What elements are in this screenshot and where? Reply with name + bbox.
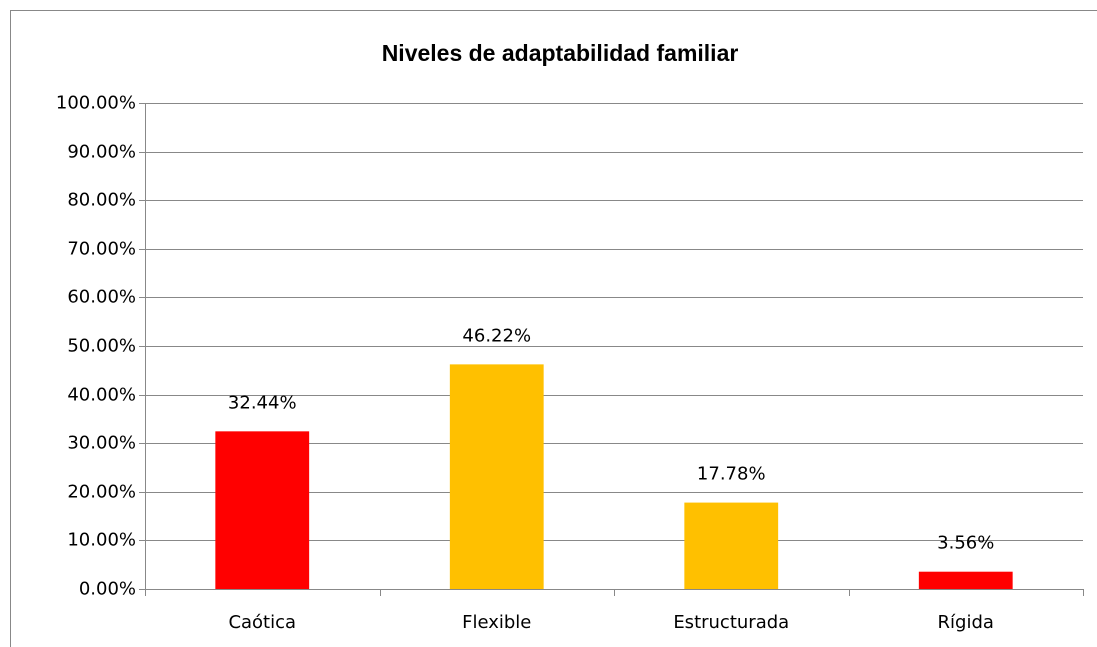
x-tick-label: Estructurada [673,612,789,633]
value-label: 46.22% [462,325,531,346]
value-label: 17.78% [697,464,766,485]
bar [684,502,779,589]
y-tick-label: 30.00% [67,433,136,454]
bar [449,364,544,589]
chart-title: Niveles de adaptabilidad familiar [382,40,739,66]
bar [215,431,310,589]
y-tick-label: 10.00% [67,530,136,551]
y-tick-label: 80.00% [67,190,136,211]
value-label: 3.56% [937,533,994,554]
y-tick-label: 100.00% [56,93,136,114]
y-tick-label: 20.00% [67,482,136,503]
x-tick-label: Flexible [462,612,531,633]
chart-border [10,10,1097,647]
y-tick-label: 60.00% [67,287,136,308]
x-tick-label: Rígida [938,612,994,633]
y-tick-label: 90.00% [67,142,136,163]
bar [918,571,1013,589]
y-tick-label: 70.00% [67,239,136,260]
x-tick-label: Caótica [228,612,296,633]
value-label: 32.44% [228,392,297,413]
y-tick-label: 40.00% [67,385,136,406]
y-tick-label: 0.00% [79,579,136,600]
y-tick-label: 50.00% [67,336,136,357]
